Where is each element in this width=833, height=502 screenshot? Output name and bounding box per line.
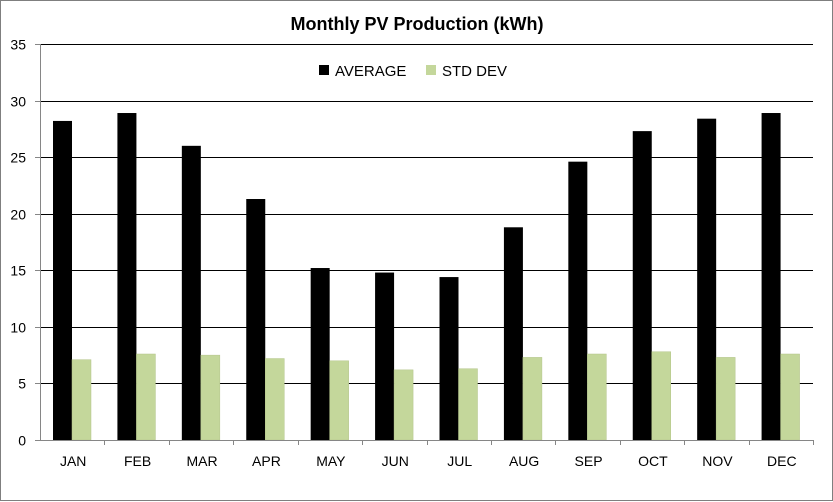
x-tick-label: SEP	[575, 453, 603, 469]
x-tick-label: NOV	[702, 453, 733, 469]
y-tick-label: 25	[10, 150, 26, 166]
bar-std-dev-mar	[200, 354, 221, 441]
bar-std-dev-oct	[651, 351, 671, 441]
bar-std-dev-feb	[136, 353, 156, 441]
x-tick-label: OCT	[638, 453, 668, 469]
x-tick-label: DEC	[767, 453, 797, 469]
x-tick-label: APR	[252, 453, 281, 469]
y-tick-label: 0	[18, 433, 26, 449]
x-tick-label: MAR	[186, 453, 217, 469]
grid-layer	[40, 44, 813, 384]
bar-std-dev-sep	[587, 353, 607, 441]
bar-average-jan	[53, 120, 72, 441]
bar-average-aug	[503, 227, 523, 440]
x-tick-label: JUL	[447, 453, 472, 469]
x-tick-label: AUG	[509, 453, 539, 469]
x-tick-label: FEB	[124, 453, 151, 469]
bar-std-dev-jan	[71, 359, 92, 441]
axis-layer: 0 5 10 15 20 25 30 35 JAN FEB MAR APR MAY JUN JUL AUG SE…	[10, 37, 814, 469]
bar-average-oct	[632, 131, 652, 440]
bar-average-dec	[761, 113, 781, 440]
legend-label-std-dev: STD DEV	[442, 63, 507, 80]
chart-title: Monthly PV Production (kWh)	[291, 14, 544, 34]
bar-average-apr	[246, 199, 266, 440]
bar-std-dev-aug	[522, 357, 543, 441]
y-tick-label: 35	[10, 37, 26, 53]
bar-std-dev-jul	[458, 368, 478, 441]
legend-swatch-average	[319, 65, 329, 75]
bar-average-sep	[568, 161, 588, 440]
bar-average-may	[310, 268, 330, 440]
bar-std-dev-jun	[393, 369, 414, 441]
x-tick-label: JAN	[60, 453, 86, 469]
bar-average-jul	[439, 277, 459, 440]
legend-swatch-std-dev	[426, 65, 436, 75]
y-tick-label: 10	[10, 320, 26, 336]
bar-std-dev-apr	[265, 358, 285, 441]
bar-average-nov	[697, 118, 717, 440]
y-tick-label: 5	[18, 376, 26, 392]
x-tick-label: MAY	[316, 453, 346, 469]
y-tick-label: 20	[10, 207, 26, 223]
bars-layer	[53, 113, 800, 441]
bar-std-dev-dec	[780, 353, 800, 441]
x-tick-label: JUN	[382, 453, 409, 469]
bar-std-dev-may	[329, 360, 349, 441]
bar-average-feb	[117, 113, 137, 440]
legend: AVERAGE STD DEV	[319, 63, 507, 80]
legend-label-average: AVERAGE	[335, 63, 406, 80]
y-tick-label: 30	[10, 94, 26, 110]
bar-average-jun	[375, 272, 395, 440]
bar-std-dev-nov	[715, 357, 736, 441]
bar-average-mar	[181, 145, 201, 441]
y-tick-label: 15	[10, 263, 26, 279]
